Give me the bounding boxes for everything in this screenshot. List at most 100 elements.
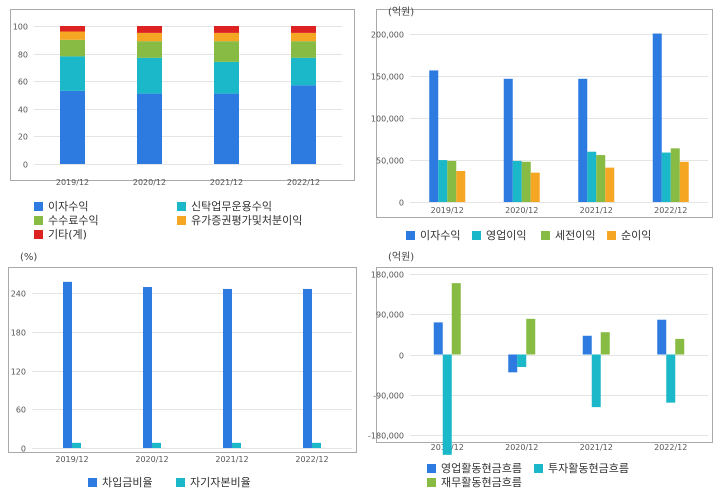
bar-2-2: [512, 160, 522, 202]
legend-swatch: [607, 231, 616, 240]
bar-1-1: [60, 90, 85, 164]
legend-revenue-mix: 이자수익 신탁업무운용수익 수수료수익 유가증권평가및처분이익 기타(계): [34, 200, 364, 244]
bar-1-1: [63, 281, 72, 448]
legend-item: 수수료수익: [34, 214, 99, 227]
x-tick-label: 2022/12: [654, 443, 687, 452]
bar-2-4: [666, 354, 676, 403]
x-tick-label: 2021/12: [580, 443, 613, 452]
legend-swatch: [176, 478, 185, 487]
legend-profit: 이자수익 영업이익 세전이익 순이익: [406, 229, 706, 245]
y-tick-label: 60: [16, 406, 26, 415]
bar-2-2: [517, 354, 527, 367]
y-tick-label: 80: [18, 51, 28, 60]
y-tick-label: 0: [399, 352, 404, 361]
y-tick-label: -180,000: [368, 432, 404, 441]
bar-1-3: [578, 78, 588, 202]
y-tick-label: 180: [11, 329, 26, 338]
unit-label: (%): [20, 252, 37, 263]
legend-item: 영업이익: [472, 229, 526, 242]
legend-label: 유가증권평가및처분이익: [191, 214, 303, 227]
y-tick-label: 120: [11, 368, 26, 377]
chart-frame: [376, 267, 713, 443]
bar-2-1: [72, 442, 81, 448]
legend-swatch: [88, 478, 97, 487]
x-tick-label: 2021/12: [210, 178, 243, 187]
x-tick-label: 2019/12: [55, 455, 88, 464]
legend-label: 이자수익: [420, 229, 461, 242]
bar-3-2: [521, 161, 531, 202]
legend-label: 이자수익: [48, 200, 89, 213]
y-tick-label: 100: [13, 23, 28, 32]
legend-swatch: [34, 230, 43, 239]
bar-3-1: [447, 160, 457, 202]
legend-swatch: [534, 464, 543, 473]
bar-4-4: [679, 161, 689, 202]
legend-label: 영업활동현금흐름: [441, 462, 522, 475]
bar-1-4: [303, 288, 312, 448]
bar-2-3: [214, 61, 239, 94]
legend-item: 이자수익: [34, 200, 88, 213]
legend-item: 세전이익: [541, 229, 595, 242]
bar-4-2: [530, 172, 540, 202]
bar-1-2: [137, 93, 162, 164]
y-tick-label: 50,000: [376, 157, 404, 166]
chart-ratios: (%) 0 60 120 180 240 2019/12 2020/12 2021/12 2022…: [8, 252, 357, 464]
legend-item: 신탁업무운용수익: [177, 200, 272, 213]
chart-frame: [10, 9, 355, 181]
bar-2-2: [137, 57, 162, 94]
legend-swatch: [427, 478, 436, 487]
chart-frame: [8, 267, 357, 453]
legend-item: 재무활동현금흐름: [427, 476, 522, 489]
legend-item: 투자활동현금흐름: [534, 462, 629, 475]
bar-3-3: [600, 332, 610, 355]
bar-4-2: [137, 32, 162, 42]
legend-item: 영업활동현금흐름: [427, 462, 522, 475]
bar-3-2: [137, 41, 162, 58]
bar-1-2: [143, 287, 152, 448]
legend-label: 순이익: [621, 229, 652, 242]
bar-2-2: [152, 442, 161, 448]
x-tick-label: 2021/12: [215, 455, 248, 464]
legend-label: 세전이익: [555, 229, 596, 242]
y-tick-label: 90,000: [376, 311, 404, 320]
x-tick-label: 2022/12: [295, 455, 328, 464]
bar-1-1: [433, 322, 443, 355]
bar-1-2: [503, 78, 513, 202]
legend-label: 영업이익: [486, 229, 527, 242]
legend-swatch: [541, 231, 550, 240]
bar-1-4: [291, 85, 316, 164]
bar-4-3: [214, 32, 239, 42]
bar-2-3: [587, 151, 597, 202]
y-tick-label: 180,000: [371, 271, 404, 280]
x-tick-label: 2019/12: [56, 178, 89, 187]
bar-2-3: [232, 442, 241, 448]
chart-profit: (억원) 0 50,000 100,000 150,000 200,000 2019/12 2…: [371, 6, 713, 218]
bar-3-3: [214, 41, 239, 62]
legend-label: 차입금비율: [102, 476, 153, 489]
legend-ratios: 차입금비율 자기자본비율: [88, 476, 328, 492]
legend-swatch: [34, 216, 43, 225]
bar-1-3: [214, 93, 239, 164]
bar-5-2: [137, 26, 162, 33]
y-tick-label: -90,000: [373, 392, 404, 401]
unit-label: (억원): [388, 6, 414, 18]
legend-item: 유가증권평가및처분이익: [177, 214, 302, 227]
bar-3-3: [596, 155, 606, 202]
y-tick-label: 60: [18, 78, 28, 87]
y-tick-label: 0: [21, 445, 26, 454]
bar-2-1: [442, 354, 452, 455]
bar-3-4: [291, 41, 316, 58]
bar-2-3: [591, 354, 601, 408]
bar-2-4: [291, 57, 316, 86]
legend-label: 수수료수익: [48, 214, 99, 227]
legend-item: 이자수익: [406, 229, 460, 242]
chart-cashflow: (억원)-180,000-90,000090,000180,0002019/12…: [368, 251, 713, 455]
bar-1-1: [429, 70, 439, 203]
legend-item: 순이익: [607, 229, 651, 242]
y-tick-label: 0: [399, 199, 404, 208]
bar-1-4: [652, 33, 662, 202]
bar-1-3: [582, 335, 592, 355]
chart-revenue-mix: 0 20 40 60 80 100 2019/12 2020/12 2021/12 2022/12: [10, 9, 355, 187]
legend-swatch: [177, 202, 186, 211]
bar-4-1: [60, 31, 85, 40]
